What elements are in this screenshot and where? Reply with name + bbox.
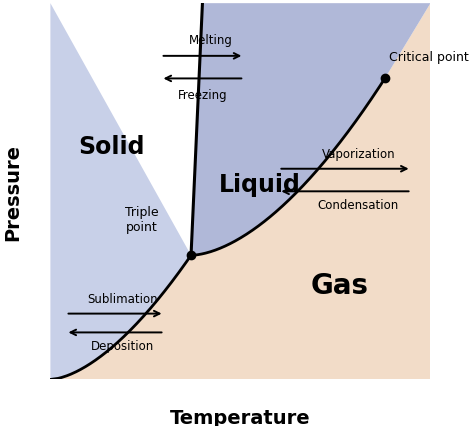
Text: Freezing: Freezing xyxy=(178,89,227,101)
Text: Solid: Solid xyxy=(78,135,145,159)
Text: Melting: Melting xyxy=(189,35,233,47)
Text: Pressure: Pressure xyxy=(3,144,22,240)
Text: Liquid: Liquid xyxy=(219,173,301,196)
Polygon shape xyxy=(50,4,202,380)
Text: Critical point: Critical point xyxy=(389,51,468,64)
Text: Deposition: Deposition xyxy=(91,340,154,352)
Text: Sublimation: Sublimation xyxy=(87,293,158,305)
Polygon shape xyxy=(191,4,430,256)
Text: Vaporization: Vaporization xyxy=(321,148,395,161)
Text: Gas: Gas xyxy=(310,272,368,299)
Text: Condensation: Condensation xyxy=(318,199,399,212)
Polygon shape xyxy=(50,4,430,380)
Text: Temperature: Temperature xyxy=(170,408,311,426)
Text: Triple
point: Triple point xyxy=(125,205,158,233)
